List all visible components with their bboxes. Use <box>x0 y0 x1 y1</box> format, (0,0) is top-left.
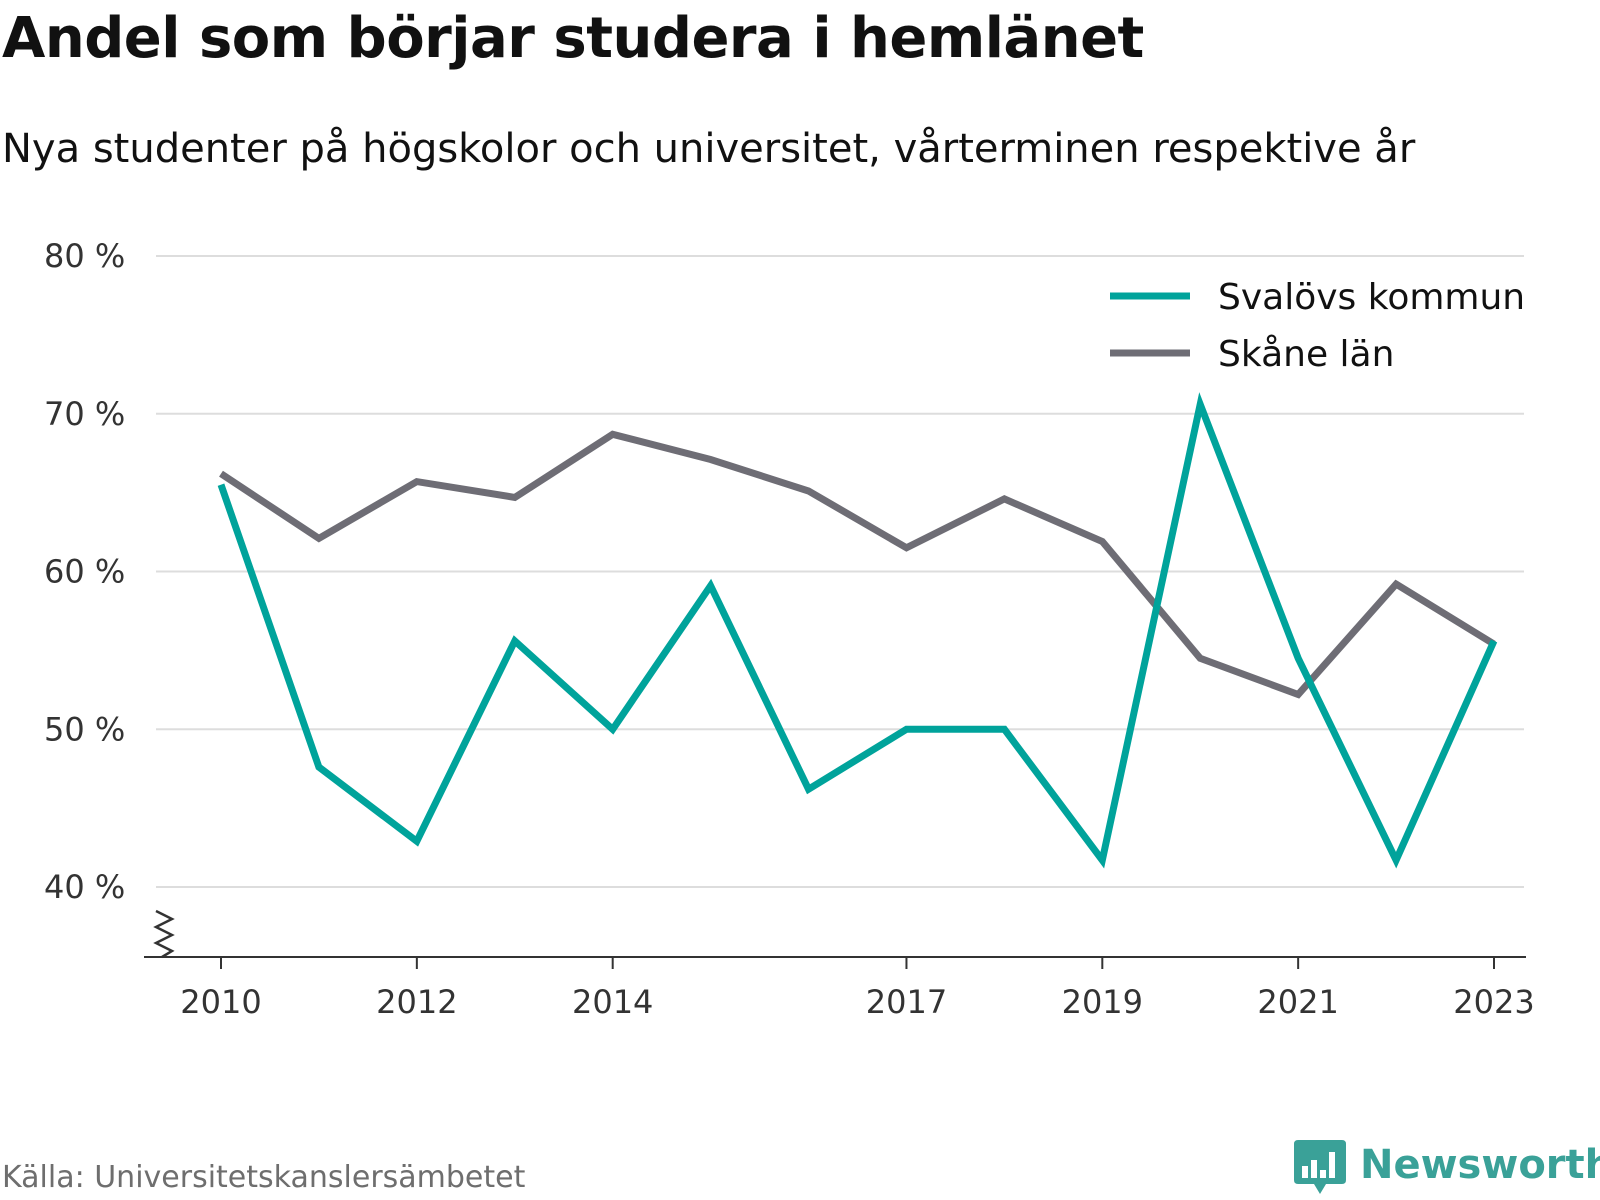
legend-label: Svalövs kommun <box>1218 277 1525 318</box>
series-line-sval-vs-kommun <box>217 392 1498 869</box>
y-tick-label: 40 % <box>44 868 125 906</box>
x-tick-label: 2014 <box>572 983 653 1021</box>
newsworthy-logo-icon <box>1294 1140 1346 1194</box>
chart-title: Andel som börjar studera i hemlänet <box>2 6 1144 71</box>
y-tick-label: 50 % <box>44 710 125 748</box>
y-tick-label: 60 % <box>44 553 125 591</box>
newsworthy-logo-text: Newsworthy <box>1360 1142 1600 1188</box>
source-note: Källa: Universitetskanslersämbetet <box>2 1160 526 1195</box>
y-tick-label: 70 % <box>44 395 125 433</box>
x-tick-label: 2021 <box>1257 983 1338 1021</box>
chart-subtitle: Nya studenter på högskolor och universit… <box>2 126 1416 172</box>
x-tick-label: 2023 <box>1453 983 1534 1021</box>
legend-label: Skåne län <box>1218 334 1394 375</box>
y-tick-label: 80 % <box>44 237 125 275</box>
axis-break-icon <box>153 909 175 959</box>
x-tick-label: 2019 <box>1062 983 1143 1021</box>
x-tick-label: 2010 <box>180 983 261 1021</box>
newsworthy-logo: Newsworthy <box>1292 1140 1600 1194</box>
series-line-sk-ne-l-n <box>219 430 1496 699</box>
x-tick-label: 2017 <box>866 983 947 1021</box>
x-tick-label: 2012 <box>376 983 457 1021</box>
